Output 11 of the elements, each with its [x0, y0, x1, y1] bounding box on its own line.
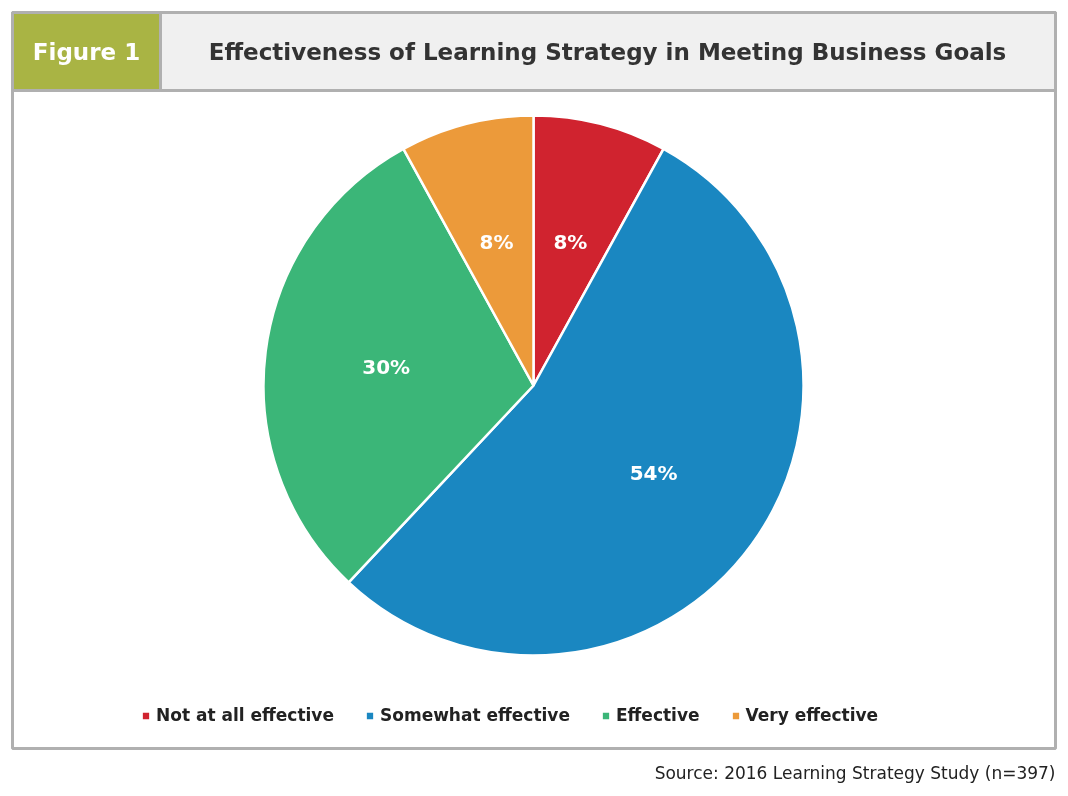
data-label: 8%	[553, 229, 588, 254]
data-label: 8%	[479, 229, 514, 254]
data-label: 54%	[629, 460, 678, 485]
data-label: 30%	[362, 354, 411, 379]
legend-label: Not at all effective	[156, 705, 334, 725]
legend-label: Somewhat effective	[380, 705, 570, 725]
chart-title: Effectiveness of Learning Strategy in Meeting Business Goals	[208, 38, 1007, 65]
caption: Figure 1	[32, 38, 141, 65]
legend-label: Effective	[615, 705, 700, 725]
legend-label: Very effective	[745, 705, 879, 725]
source-note: Source: 2016 Learning Strategy Study (n=397)	[654, 762, 1056, 783]
